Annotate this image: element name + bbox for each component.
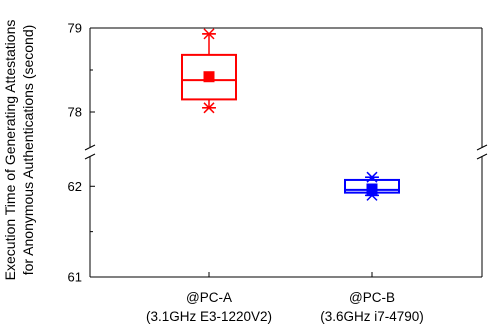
box-pc-a — [181, 53, 237, 101]
axis-break-mark-left-upper — [84, 144, 96, 151]
x-category-label-pc-b: @PC-B — [349, 290, 395, 305]
axis-break-mark-left-lower — [84, 153, 96, 160]
outlier-marker-pc-b-1 — [366, 171, 378, 183]
mean-marker-pc-a — [203, 71, 215, 83]
y-tick-label: 61 — [68, 270, 82, 285]
outlier-marker-pc-a-0 — [203, 102, 215, 114]
outlier-marker-pc-a-1 — [203, 28, 215, 40]
x-category-label-pc-a: @PC-A — [186, 290, 232, 305]
box-plots — [181, 28, 400, 201]
plot-frame — [84, 27, 488, 278]
y-axis-label-line-1: Execution Time of Generating Attestation… — [2, 20, 18, 281]
axis-labels: Execution Time of Generating Attestation… — [2, 20, 424, 324]
y-axis-ticks: 61 62 78 79 — [68, 21, 373, 285]
outlier-marker-pc-b-0 — [366, 189, 378, 201]
y-tick-label: 78 — [68, 105, 82, 120]
x-category-sublabel-pc-b: (3.6GHz i7-4790) — [320, 309, 424, 324]
y-tick-label: 79 — [68, 21, 82, 36]
y-axis-label-line-2: for Anonymous Authentications (second) — [20, 25, 36, 276]
axis-break-mark-right-lower — [476, 153, 488, 160]
mean-marker-pc-b — [366, 183, 378, 195]
y-tick-label: 62 — [68, 179, 82, 194]
x-category-sublabel-pc-a: (3.1GHz E3-1220V2) — [146, 309, 272, 324]
axis-break-mark-right-upper — [476, 144, 488, 151]
